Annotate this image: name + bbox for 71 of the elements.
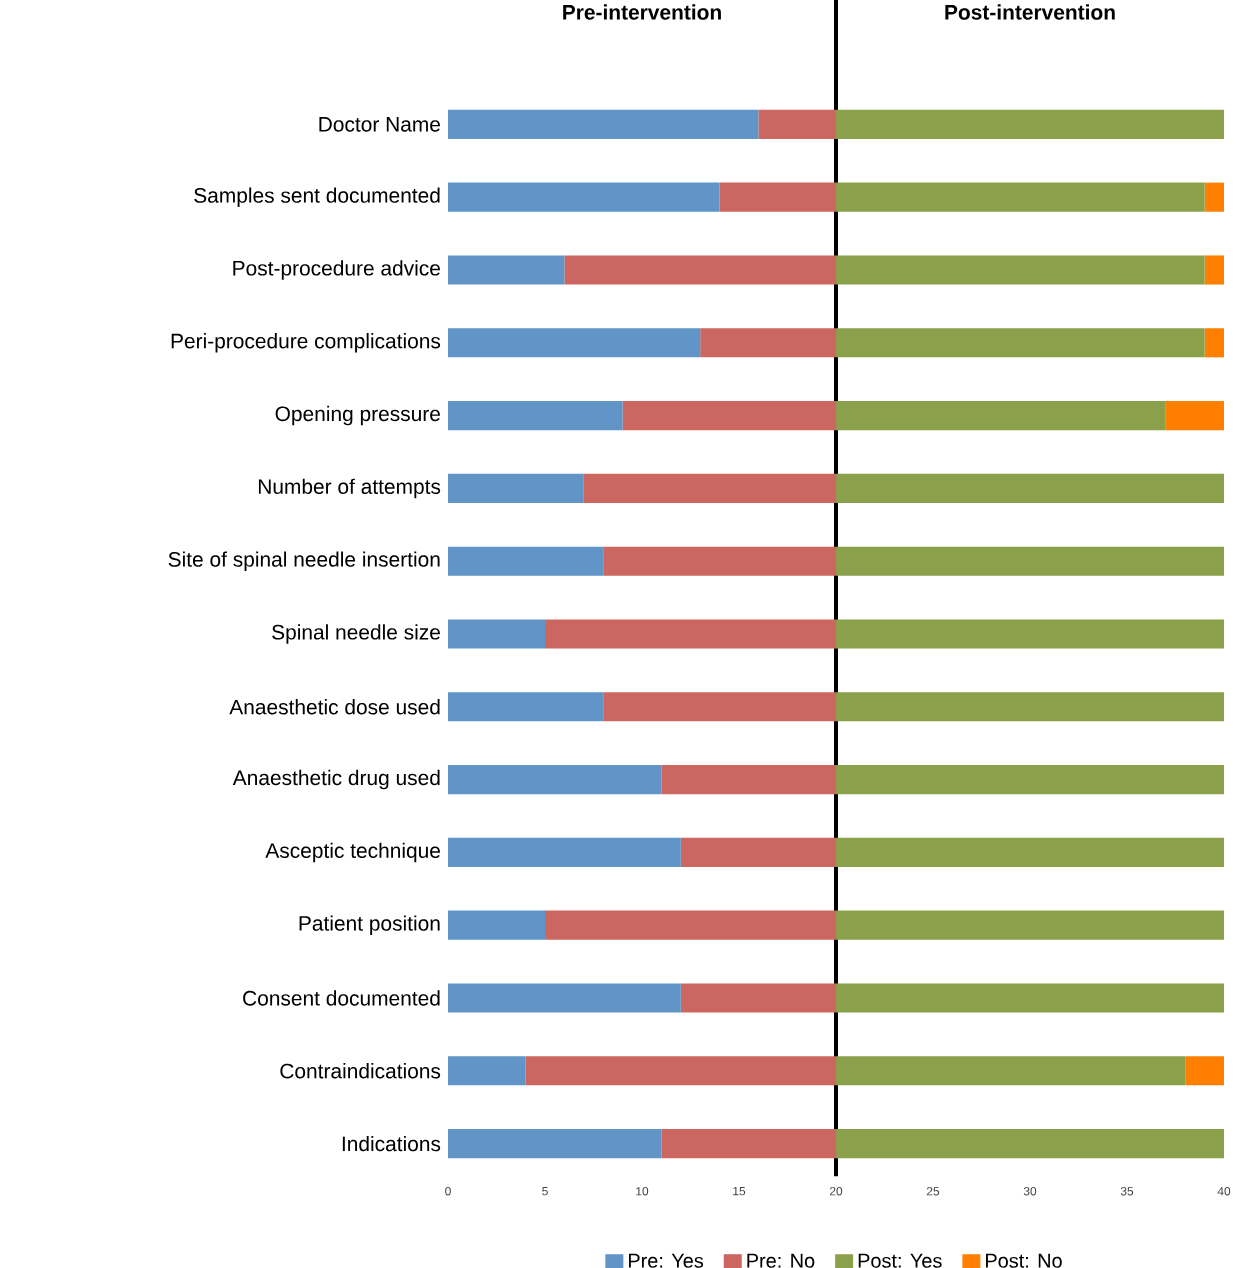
bar — [603, 546, 836, 576]
bar — [661, 765, 836, 795]
bar — [448, 619, 545, 649]
bar — [836, 692, 1224, 722]
y-tick-label: Asceptic technique — [265, 842, 440, 863]
y-tick-label: Spinal needle size — [272, 624, 440, 644]
bar — [448, 182, 720, 212]
bar — [1204, 182, 1224, 212]
bar — [622, 401, 836, 431]
bar — [836, 983, 1224, 1013]
text: Post-intervention — [945, 4, 1115, 20]
bar — [448, 109, 759, 139]
bar — [836, 765, 1224, 795]
y-tick-label: Consent documented — [243, 990, 440, 1006]
bar — [525, 1056, 836, 1086]
bar — [700, 328, 836, 358]
legend-label: Post: No — [986, 1253, 1062, 1268]
legend-label: Pre: No — [747, 1253, 815, 1268]
bar — [836, 401, 1166, 431]
y-tick-label: Indications — [342, 1135, 441, 1152]
bar — [836, 837, 1224, 867]
bar — [719, 182, 836, 212]
bar — [836, 255, 1205, 285]
y-tick-label: Doctor Name — [319, 117, 440, 132]
bar — [448, 473, 584, 503]
bar — [836, 1056, 1186, 1086]
y-tick-label: Site of spinal needle insertion — [168, 551, 440, 571]
y-tick-label: Patient position — [299, 915, 440, 935]
bar — [836, 328, 1205, 358]
bar — [1204, 255, 1224, 285]
bar — [448, 910, 545, 940]
bar — [661, 1129, 836, 1159]
bar — [448, 546, 604, 576]
legend-label: Pre: Yes — [628, 1253, 704, 1268]
bar — [545, 619, 836, 649]
bar — [448, 692, 604, 722]
y-tick-label: Contraindications — [280, 1063, 441, 1079]
bar — [448, 328, 701, 358]
y-tick-label: Peri-procedure complications — [171, 333, 441, 353]
bar — [583, 473, 836, 503]
legend-label: Post: Yes — [858, 1253, 942, 1268]
bar — [1185, 1056, 1224, 1086]
bar — [836, 910, 1224, 940]
bar — [1165, 401, 1224, 431]
y-tick-label: Anaesthetic dose used — [229, 699, 440, 715]
bar — [1204, 328, 1224, 358]
bar — [448, 255, 565, 285]
y-tick-label: Number of attempts — [258, 478, 441, 499]
y-tick-label: Opening pressure — [275, 405, 440, 426]
bar — [836, 109, 1224, 139]
bar — [680, 983, 836, 1013]
bar — [603, 692, 836, 722]
bar — [564, 255, 836, 285]
bar — [836, 619, 1224, 649]
bar — [758, 109, 836, 139]
bar — [680, 837, 836, 867]
bar — [448, 401, 623, 431]
bar — [836, 182, 1205, 212]
bar — [448, 765, 662, 795]
bar — [545, 910, 836, 940]
bar — [836, 546, 1224, 576]
y-tick-label: Post-procedure advice — [233, 260, 440, 280]
y-tick-label: Anaesthetic drug used — [232, 769, 440, 790]
y-tick-label: Samples sent documented — [194, 187, 440, 207]
bar — [448, 1129, 662, 1159]
bar — [448, 1056, 526, 1086]
text: Pre-intervention — [563, 4, 721, 20]
bar — [448, 837, 681, 867]
bar — [836, 1129, 1224, 1159]
bar — [836, 473, 1224, 503]
bar — [448, 983, 681, 1013]
